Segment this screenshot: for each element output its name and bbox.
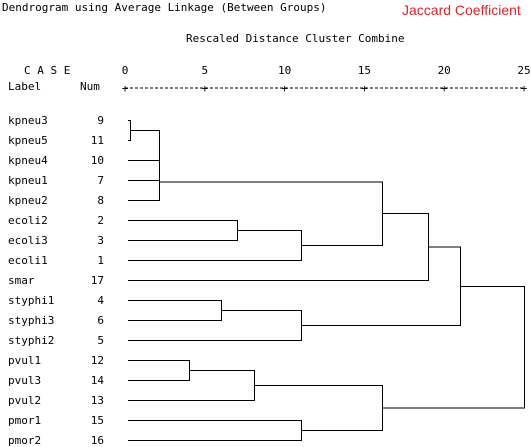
leaf-label: kpneu2 — [8, 194, 48, 207]
leaf-label: ecoli3 — [8, 234, 48, 247]
leaf-label: pmor1 — [8, 414, 41, 427]
dendrogram-link — [128, 163, 160, 201]
leaf-labels: kpneu3 9 kpneu5 11 kpneu4 10 kpneu1 7 kpneu2 8 eco… — [8, 114, 104, 447]
leaf-number: 10 — [91, 154, 104, 167]
case-header: C A S E — [24, 64, 70, 77]
distance-axis: 0 +5 +10 +15 +20 +25 + — [122, 64, 531, 95]
axis-tick-mark: + — [441, 82, 448, 95]
leaf-number: 7 — [97, 174, 104, 187]
leaf-label: styphi1 — [8, 294, 54, 307]
axis-tick-label: 0 — [122, 64, 129, 77]
dendrogram-link — [128, 310, 302, 341]
leaf-number: 6 — [97, 314, 104, 327]
leaf-label: ecoli1 — [8, 254, 48, 267]
leaf-number: 11 — [91, 134, 104, 147]
dendrogram-links — [128, 120, 525, 441]
axis-tick-mark: + — [201, 82, 208, 95]
axis-tick-label: 5 — [201, 64, 208, 77]
dendrogram-link — [128, 300, 222, 321]
leaf-label: pvul2 — [8, 394, 41, 407]
leaf-number: 5 — [97, 334, 104, 347]
leaf-number: 9 — [97, 114, 104, 127]
axis-tick-mark: + — [281, 82, 288, 95]
dendrogram-link — [128, 420, 302, 441]
leaf-label: pvul3 — [8, 374, 41, 387]
axis-tick-label: 20 — [438, 64, 451, 77]
leaf-label: kpneu1 — [8, 174, 48, 187]
axis-tick-mark: + — [361, 82, 368, 95]
leaf-label: kpneu3 — [8, 114, 48, 127]
leaf-label: ecoli2 — [8, 214, 48, 227]
leaf-number: 16 — [91, 434, 104, 447]
label-column-header: Label — [8, 80, 41, 93]
dendrogram-link — [128, 230, 302, 261]
dendrogram-link — [254, 385, 383, 431]
leaf-number: 12 — [91, 354, 104, 367]
leaf-number: 8 — [97, 194, 104, 207]
leaf-label: styphi2 — [8, 334, 54, 347]
dendrogram-link — [301, 246, 461, 326]
leaf-number: 2 — [97, 214, 104, 227]
dendrogram-link — [128, 120, 131, 141]
leaf-label: kpneu4 — [8, 154, 48, 167]
dendrogram-link — [128, 360, 190, 381]
axis-tick-label: 25 — [517, 64, 530, 77]
axis-tick-label: 15 — [358, 64, 371, 77]
axis-tick-mark: + — [122, 82, 129, 95]
leaf-number: 1 — [97, 254, 104, 267]
dendrogram-link — [128, 370, 255, 401]
dendrogram-link — [128, 145, 160, 181]
chart-title: Dendrogram using Average Linkage (Betwee… — [2, 1, 327, 14]
leaf-label: pmor2 — [8, 434, 41, 447]
leaf-label: pvul1 — [8, 354, 41, 367]
scale-title: Rescaled Distance Cluster Combine — [186, 32, 405, 45]
dendrogram-link — [382, 285, 525, 409]
leaf-label: styphi3 — [8, 314, 54, 327]
num-column-header: Num — [80, 80, 100, 93]
leaf-number: 3 — [97, 234, 104, 247]
leaf-number: 15 — [91, 414, 104, 427]
leaf-label: kpneu5 — [8, 134, 48, 147]
leaf-number: 13 — [91, 394, 104, 407]
dendrogram-link — [159, 181, 383, 246]
leaf-label: smar — [8, 274, 35, 287]
leaf-number: 17 — [91, 274, 104, 287]
dendrogram-link — [128, 220, 238, 241]
leaf-number: 4 — [97, 294, 104, 307]
axis-tick-label: 10 — [278, 64, 291, 77]
dendrogram-link — [128, 213, 429, 281]
chart-subtitle: Jaccard Coefficient — [402, 2, 521, 18]
axis-tick-mark: + — [521, 82, 528, 95]
leaf-number: 14 — [91, 374, 105, 387]
dendrogram-link — [128, 130, 160, 161]
